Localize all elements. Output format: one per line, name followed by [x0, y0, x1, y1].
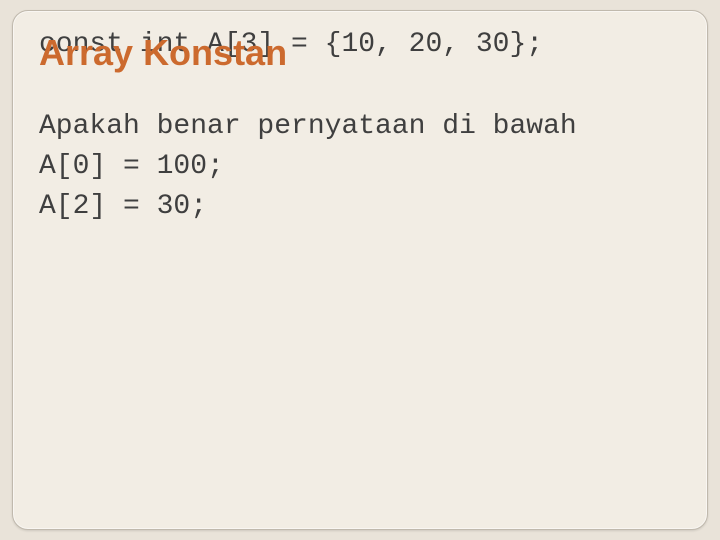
body-line-1: Apakah benar pernyataan di bawah — [39, 111, 577, 142]
body-line-3: A[2] = 30; — [39, 191, 207, 222]
code-body-block: Apakah benar pernyataan di bawah A[0] = … — [39, 107, 577, 226]
body-line-2: A[0] = 100; — [39, 151, 224, 182]
slide-title: Array Konstan — [39, 32, 287, 74]
slide-frame: const int A[3] = {10, 20, 30}; Array Kon… — [12, 10, 708, 530]
